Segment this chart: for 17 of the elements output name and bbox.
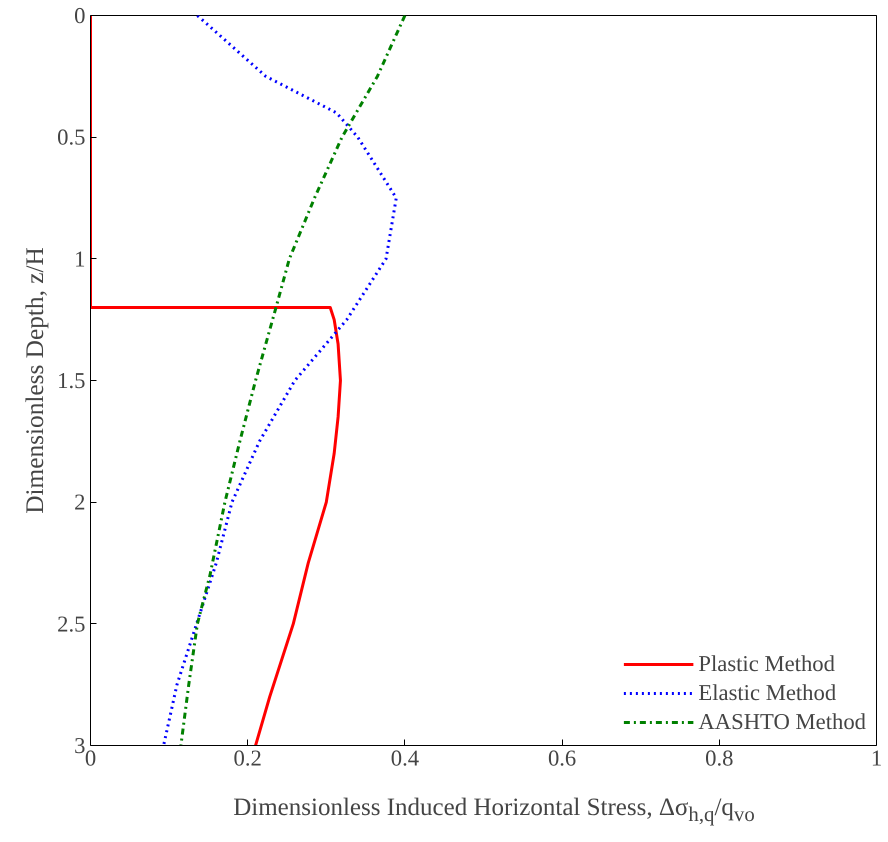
x-tick-label: 1 (870, 746, 882, 770)
y-tick-label: 1.5 (57, 368, 86, 393)
legend-label: Plastic Method (698, 651, 835, 677)
y-tick-label: 0 (74, 3, 86, 28)
legend-label: AASHTO Method (698, 709, 866, 735)
y-tick-label: 3 (74, 733, 86, 758)
y-tick-label: 1 (74, 246, 86, 272)
x-tick-label: 0.8 (705, 746, 734, 770)
legend-label: Elastic Method (698, 680, 836, 706)
y-tick-label: 2.5 (57, 611, 86, 636)
y-tick-label: 0.5 (57, 124, 86, 150)
y-tick-label: 2 (74, 490, 86, 515)
y-axis-title: Dimensionless Depth, z/H (21, 247, 50, 514)
x-tick-label: 0.4 (390, 746, 420, 770)
x-tick-label: 0.6 (548, 746, 576, 770)
x-tick-label: 0.2 (234, 746, 262, 770)
x-axis-title: Dimensionless Induced Horizontal Stress, Δσ$_{h,q}$/q$_{vo}$ (233, 793, 755, 828)
